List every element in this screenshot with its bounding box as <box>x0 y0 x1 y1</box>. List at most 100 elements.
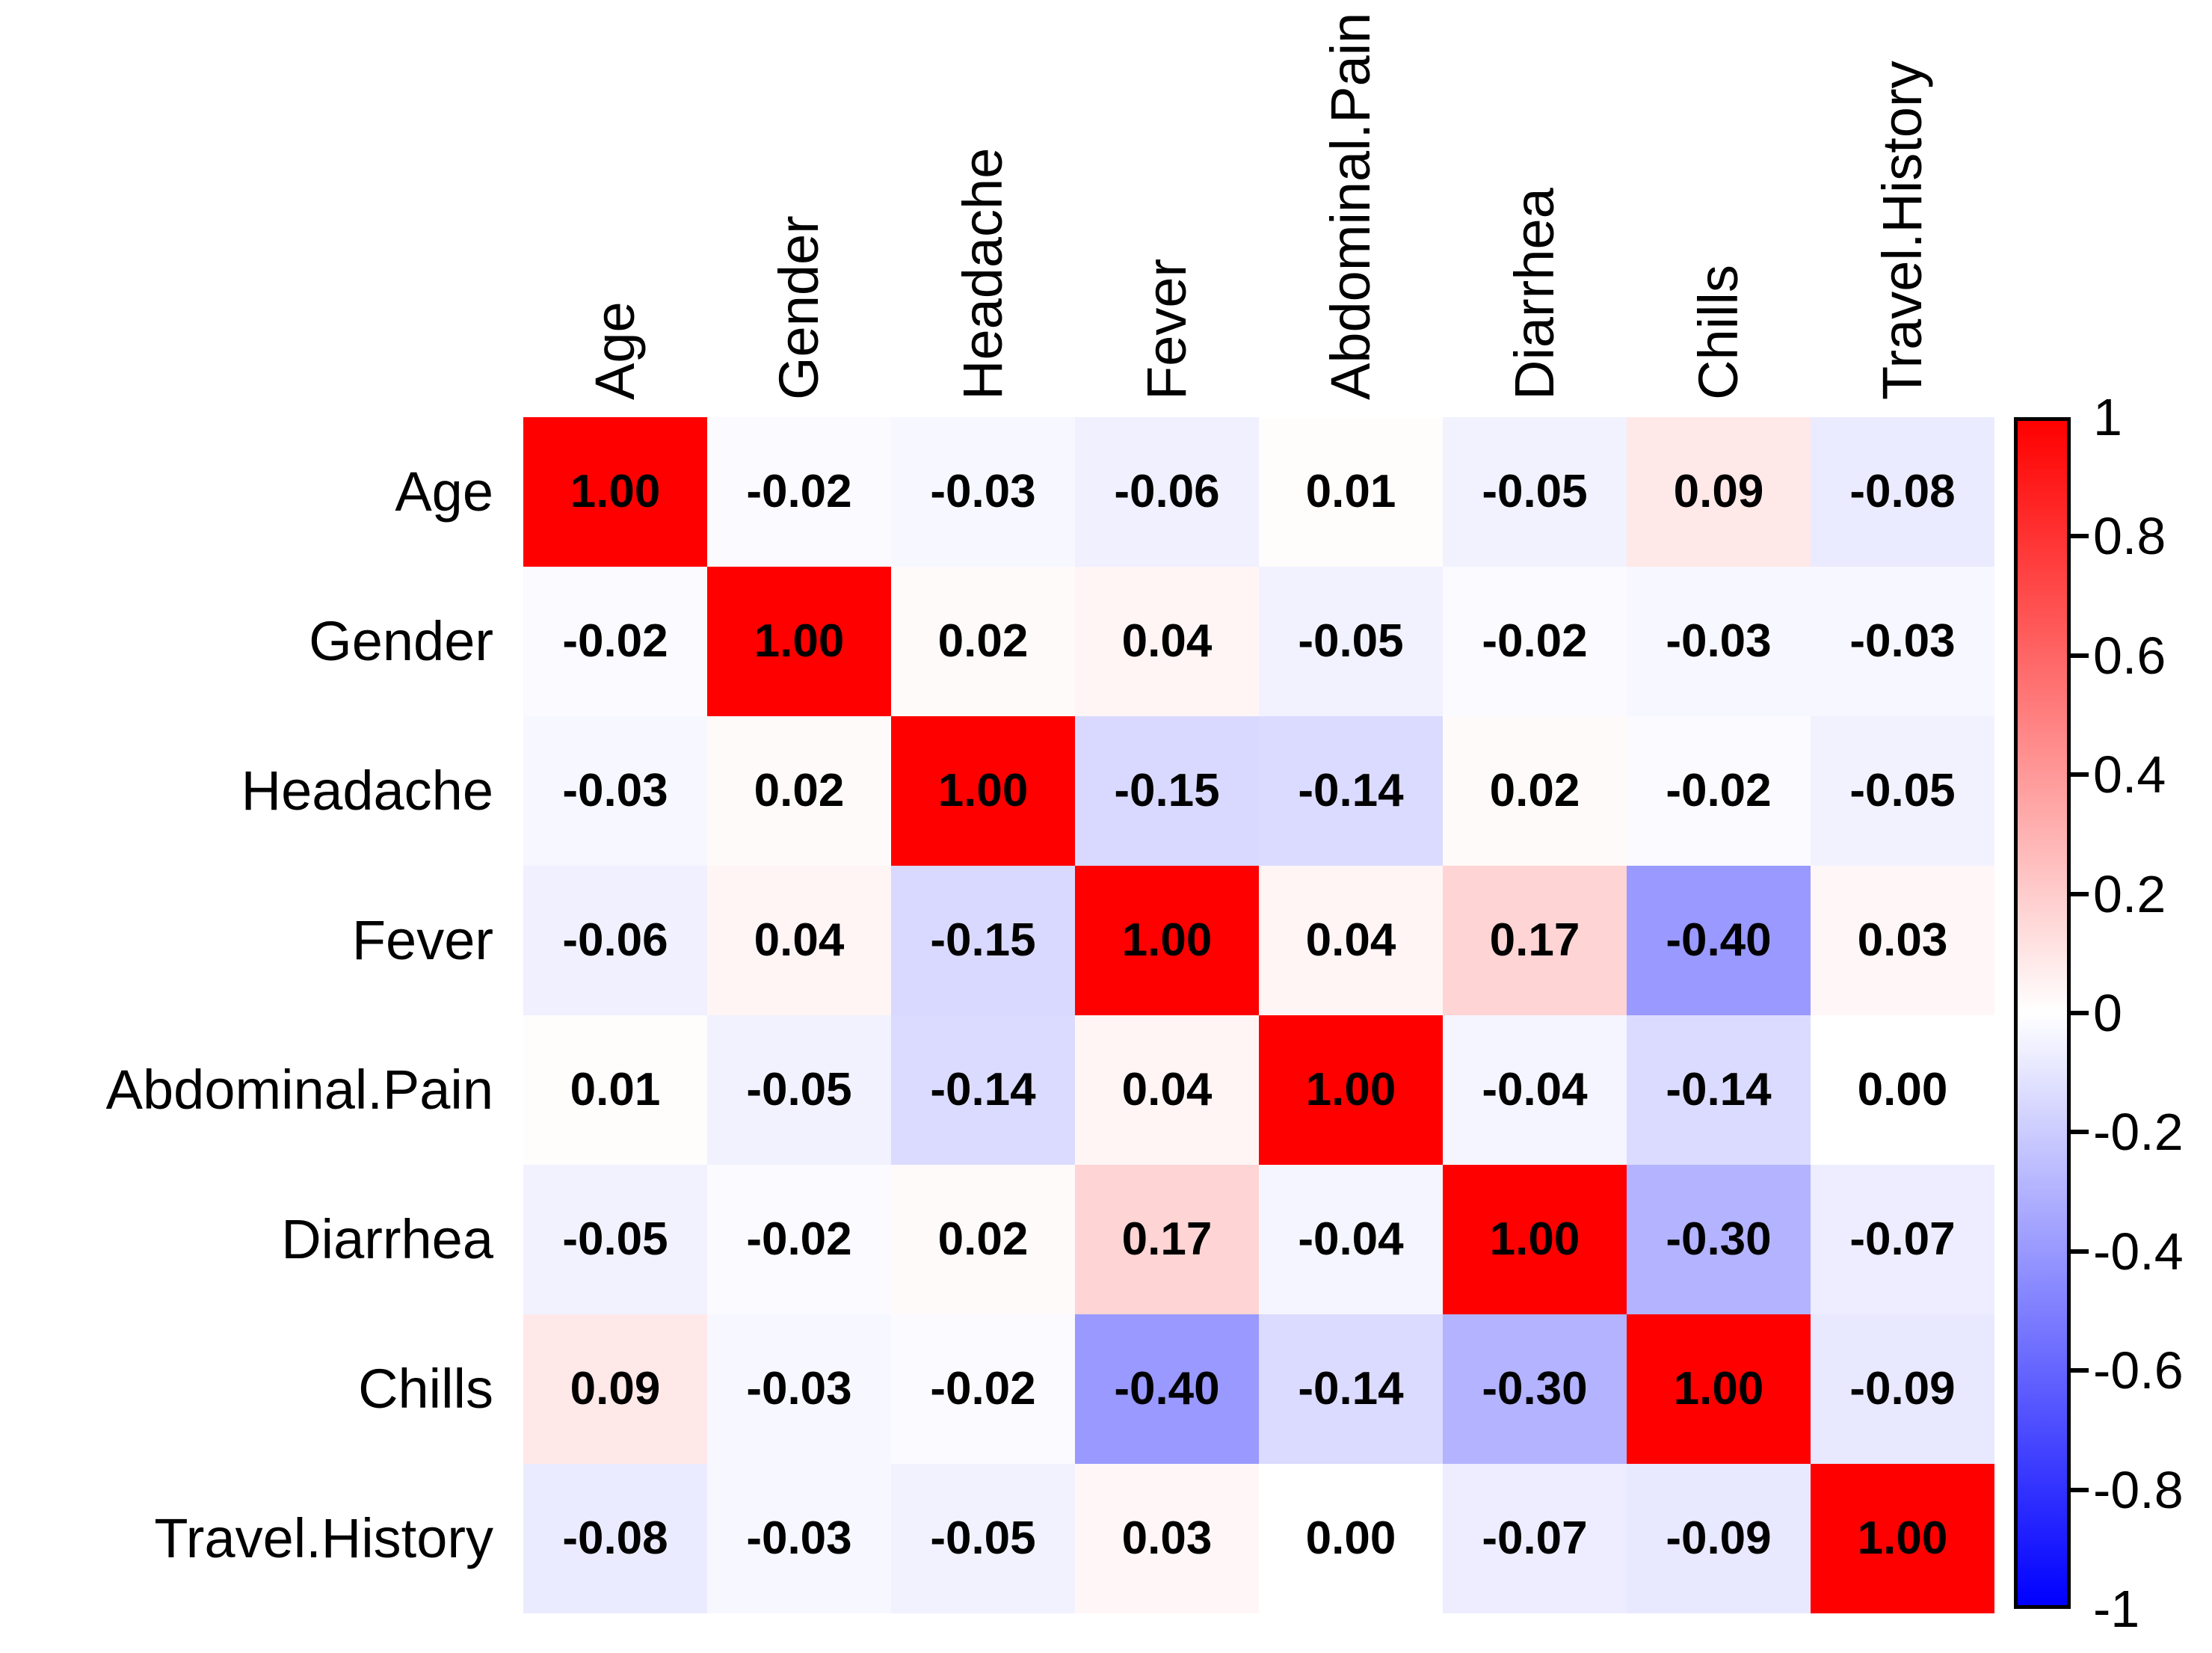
colorbar-tick <box>2071 1487 2089 1492</box>
matrix-cell: -0.03 <box>1811 567 1994 716</box>
matrix-cell: 0.04 <box>1075 567 1259 716</box>
matrix-cell: -0.06 <box>1075 417 1259 567</box>
colorbar-tick <box>2071 1249 2089 1254</box>
matrix-cell: -0.07 <box>1811 1165 1994 1314</box>
matrix-cell: 0.02 <box>707 716 891 866</box>
colorbar-tick-label: 0.2 <box>2093 864 2166 923</box>
matrix-cell: -0.04 <box>1259 1165 1443 1314</box>
colorbar-tick-label: 1 <box>2093 388 2122 446</box>
colorbar-tick-label: -1 <box>2093 1580 2140 1638</box>
column-label: Fever <box>1136 258 1198 400</box>
matrix-cell: -0.14 <box>1259 716 1443 866</box>
row-label: Fever <box>351 909 493 971</box>
colorbar-tick <box>2071 1011 2089 1015</box>
row-label: Headache <box>241 760 493 822</box>
matrix-cell: -0.07 <box>1443 1464 1627 1613</box>
matrix-cell: 0.01 <box>523 1015 707 1165</box>
row-label: Chills <box>358 1358 493 1420</box>
row-label: Travel.History <box>154 1507 493 1569</box>
colorbar-tick-label: 0 <box>2093 984 2122 1042</box>
matrix-cell: 0.03 <box>1811 866 1994 1015</box>
colorbar-tick-label: -0.4 <box>2093 1222 2184 1281</box>
matrix-cell: -0.02 <box>707 417 891 567</box>
matrix-cell: -0.02 <box>891 1314 1075 1464</box>
matrix-cell: -0.03 <box>707 1314 891 1464</box>
colorbar-tick-label: 0.8 <box>2093 507 2166 566</box>
matrix-cell: -0.05 <box>1811 716 1994 866</box>
matrix-cell: -0.14 <box>1627 1015 1811 1165</box>
matrix-cell: 1.00 <box>523 417 707 567</box>
matrix-cell: 0.00 <box>1811 1015 1994 1165</box>
column-label: Abdominal.Pain <box>1319 12 1381 400</box>
column-label: Diarrhea <box>1503 188 1565 400</box>
matrix-cell: -0.02 <box>707 1165 891 1314</box>
column-label: Headache <box>952 147 1014 400</box>
matrix-cell: 0.04 <box>1075 1015 1259 1165</box>
column-label: Age <box>584 301 646 400</box>
matrix-cell: 1.00 <box>891 716 1075 866</box>
matrix-cell: 0.04 <box>1259 866 1443 1015</box>
matrix-cell: 0.00 <box>1259 1464 1443 1613</box>
matrix-cell: 0.17 <box>1075 1165 1259 1314</box>
colorbar-tick <box>2071 1368 2089 1373</box>
matrix-cell: -0.14 <box>1259 1314 1443 1464</box>
matrix-cell: 0.02 <box>891 567 1075 716</box>
matrix-cell: -0.05 <box>891 1464 1075 1613</box>
matrix-cell: -0.03 <box>891 417 1075 567</box>
matrix-cell: -0.03 <box>707 1464 891 1613</box>
matrix-cell: -0.02 <box>523 567 707 716</box>
matrix-cell: 0.02 <box>891 1165 1075 1314</box>
matrix-cell: -0.08 <box>523 1464 707 1613</box>
matrix-cell: 1.00 <box>1075 866 1259 1015</box>
matrix-cell: -0.05 <box>1443 417 1627 567</box>
matrix-cell: 0.17 <box>1443 866 1627 1015</box>
matrix-cell: 0.02 <box>1443 716 1627 866</box>
matrix-cell: 1.00 <box>1811 1464 1994 1613</box>
matrix-cell: -0.06 <box>523 866 707 1015</box>
matrix-cell: -0.05 <box>523 1165 707 1314</box>
colorbar-tick-label: 0.6 <box>2093 626 2166 685</box>
matrix-cell: -0.08 <box>1811 417 1994 567</box>
matrix-cell: 1.00 <box>707 567 891 716</box>
matrix-cell: -0.05 <box>707 1015 891 1165</box>
matrix-cell: -0.04 <box>1443 1015 1627 1165</box>
matrix-cell: 0.09 <box>1627 417 1811 567</box>
colorbar-tick <box>2071 772 2089 778</box>
matrix-cell: -0.15 <box>1075 716 1259 866</box>
matrix-cell: 0.01 <box>1259 417 1443 567</box>
colorbar-tick <box>2071 534 2089 539</box>
colorbar-tick <box>2071 653 2089 658</box>
matrix-cell: -0.03 <box>1627 567 1811 716</box>
colorbar-tick-label: -0.8 <box>2093 1460 2184 1519</box>
matrix-cell: -0.40 <box>1075 1314 1259 1464</box>
colorbar-gradient <box>2014 417 2071 1609</box>
matrix-cell: -0.05 <box>1259 567 1443 716</box>
colorbar-tick-label: -0.6 <box>2093 1341 2184 1400</box>
matrix-cell: -0.30 <box>1443 1314 1627 1464</box>
row-label: Gender <box>309 610 493 672</box>
column-label: Gender <box>768 215 830 400</box>
row-label: Abdominal.Pain <box>105 1059 493 1121</box>
matrix-cell: -0.03 <box>523 716 707 866</box>
matrix-cell: -0.02 <box>1627 716 1811 866</box>
matrix-cell: 1.00 <box>1259 1015 1443 1165</box>
column-label: Chills <box>1687 265 1749 400</box>
column-label: Travel.History <box>1871 61 1933 400</box>
matrix-cell: -0.02 <box>1443 567 1627 716</box>
matrix-cell: 1.00 <box>1443 1165 1627 1314</box>
matrix-cell: 1.00 <box>1627 1314 1811 1464</box>
matrix-cell: -0.40 <box>1627 866 1811 1015</box>
matrix-cell: -0.15 <box>891 866 1075 1015</box>
matrix-cell: -0.09 <box>1627 1464 1811 1613</box>
matrix-cell: -0.30 <box>1627 1165 1811 1314</box>
matrix-cell: -0.09 <box>1811 1314 1994 1464</box>
colorbar-tick <box>2071 1130 2089 1135</box>
colorbar-tick-label: 0.4 <box>2093 745 2166 804</box>
row-label: Age <box>395 461 493 523</box>
colorbar-tick <box>2071 891 2089 896</box>
matrix-cell: 0.03 <box>1075 1464 1259 1613</box>
matrix-cell: -0.14 <box>891 1015 1075 1165</box>
row-label: Diarrhea <box>281 1208 493 1270</box>
colorbar-tick-label: -0.2 <box>2093 1103 2184 1162</box>
